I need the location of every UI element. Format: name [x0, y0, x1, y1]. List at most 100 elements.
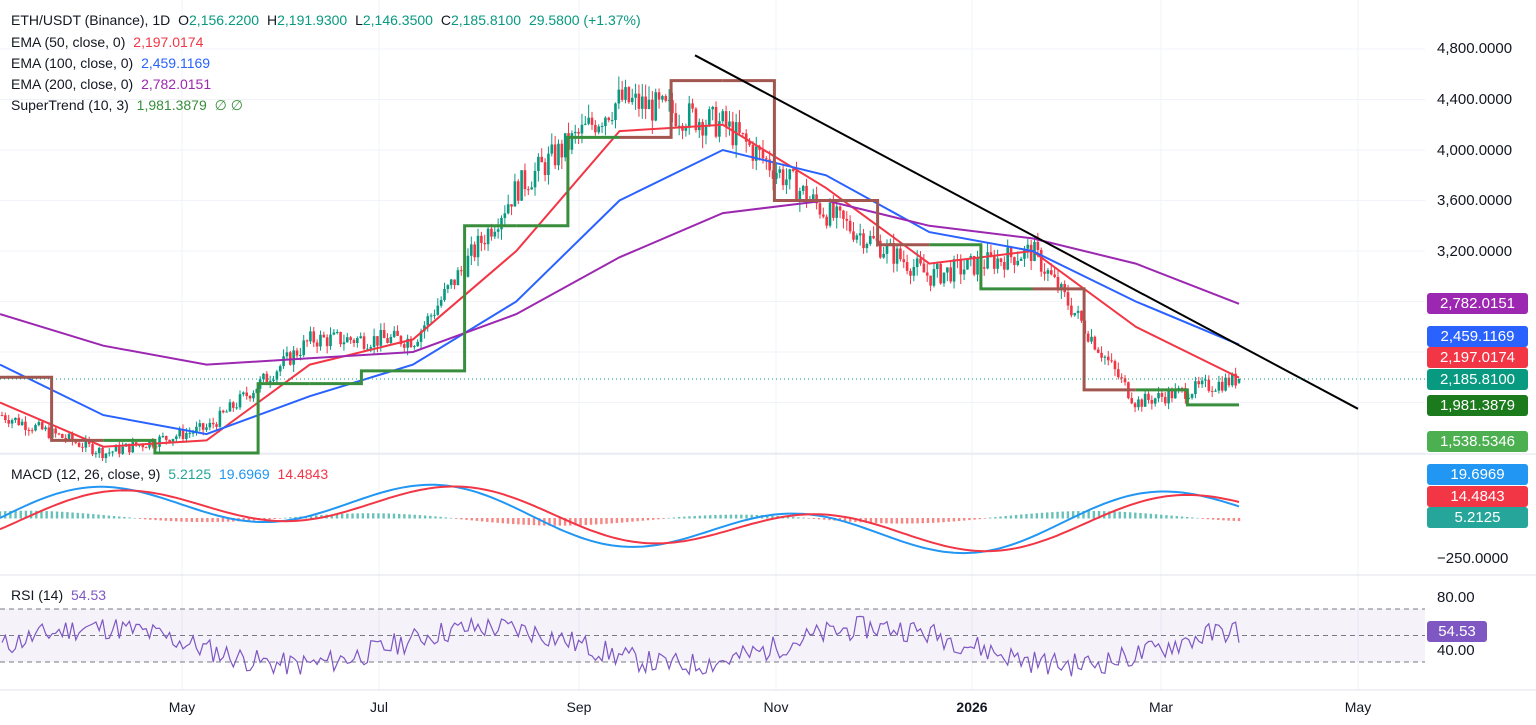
candle-body: [57, 433, 61, 435]
candle-body: [644, 96, 647, 110]
candle-body: [1049, 270, 1053, 275]
macd-histogram-bar: [729, 514, 733, 519]
macd-histogram-bar: [465, 518, 468, 520]
candle-body: [121, 446, 124, 454]
macd-signal-value: 14.4843: [277, 466, 329, 482]
macd-histogram-bar: [50, 511, 54, 519]
candle-body: [1150, 399, 1154, 404]
candle-body: [1043, 271, 1046, 274]
trendline: [694, 54, 1359, 410]
candle-body: [835, 206, 839, 218]
candle-body: [1029, 244, 1033, 261]
price-tick-4800: 4,800.0000: [1437, 40, 1513, 57]
ema100-legend[interactable]: EMA (100, close, 0) 2,459.1169: [11, 53, 214, 73]
candle-body: [275, 371, 279, 380]
candle-body: [1214, 390, 1217, 392]
candle-body: [989, 252, 993, 256]
candle-body: [584, 123, 587, 125]
candle-body: [949, 267, 953, 282]
macd-histogram-bar: [994, 517, 997, 519]
ema200-legend[interactable]: EMA (200, close, 0) 2,782.0151: [11, 74, 215, 94]
candle-body: [402, 344, 406, 348]
candle-body: [728, 121, 731, 127]
candle-body: [483, 242, 487, 245]
macd-histogram-bar: [1118, 511, 1121, 519]
macd-histogram-bar: [1066, 511, 1070, 519]
macd-histogram-bar: [366, 513, 370, 519]
candle-body: [868, 235, 872, 245]
candle-body: [537, 156, 540, 171]
candle-body: [902, 259, 906, 263]
candle-body: [587, 117, 590, 124]
candle-body: [396, 330, 399, 336]
candle-body: [862, 233, 865, 249]
macd-label: MACD (12, 26, close, 9): [11, 466, 161, 482]
candle-body: [161, 436, 165, 438]
candle-body: [352, 340, 356, 343]
candle-body: [785, 179, 788, 186]
supertrend-legend[interactable]: SuperTrend (10, 3) 1,981.3879 ∅ ∅: [11, 95, 247, 115]
ema50-price-tag: 2,197.0174: [1427, 347, 1528, 368]
macd-histogram-bar: [579, 518, 582, 526]
candle-body: [976, 258, 979, 275]
rsi-tag: 54.53: [1427, 621, 1487, 642]
price-tick-3200: 3,200.0000: [1437, 243, 1513, 260]
rsi-legend[interactable]: RSI (14) 54.53: [11, 585, 110, 605]
macd-histogram-bar: [211, 518, 214, 523]
candle-body: [10, 420, 14, 424]
macd-histogram-bar: [480, 518, 484, 522]
macd-histogram-bar: [1206, 518, 1210, 520]
candle-body: [647, 99, 651, 110]
candle-body: [423, 325, 426, 332]
candle-body: [523, 170, 527, 190]
candle-body: [1009, 247, 1013, 258]
candle-body: [1207, 379, 1211, 391]
macd-histogram-bar: [315, 515, 318, 519]
candle-body: [198, 423, 202, 427]
candle-body: [761, 149, 765, 159]
macd-histogram-bar: [817, 518, 821, 520]
candle-body: [225, 411, 228, 413]
candle-body: [1086, 333, 1090, 342]
candle-body: [104, 453, 108, 459]
macd-histogram-bar: [1170, 515, 1173, 519]
macd-legend[interactable]: MACD (12, 26, close, 9) 5.2125 19.6969 1…: [11, 464, 332, 484]
ema50-legend[interactable]: EMA (50, close, 0) 2,197.0174: [11, 32, 207, 52]
candle-body: [1110, 360, 1113, 362]
symbol-title[interactable]: ETH/USDT (Binance), 1D: [11, 12, 171, 28]
macd-histogram-bar: [1014, 515, 1018, 519]
candle-body: [1016, 260, 1020, 265]
macd-histogram-bar: [828, 518, 831, 521]
candle-body: [144, 447, 148, 449]
macd-histogram-bar: [107, 515, 111, 519]
candle-body: [895, 248, 899, 264]
macd-histogram-bar: [750, 514, 753, 519]
candle-body: [1200, 380, 1204, 385]
macd-histogram-bar: [1144, 513, 1147, 519]
macd-histogram-bar: [1222, 518, 1225, 521]
candle-body: [557, 143, 560, 166]
macd-histogram-bar: [164, 518, 168, 521]
candle-body: [1070, 305, 1073, 316]
candle-body: [272, 379, 275, 381]
candle-body: [925, 272, 929, 276]
candle-body: [865, 244, 869, 249]
macd-histogram-bar: [677, 517, 681, 519]
candle-body: [610, 120, 614, 122]
macd-histogram-bar: [693, 515, 696, 519]
macd-histogram-bar: [460, 518, 463, 520]
macd-histogram-bar: [283, 517, 287, 519]
candle-body: [1163, 396, 1167, 404]
candle-body: [335, 332, 339, 334]
candle-body: [922, 263, 926, 273]
candle-body: [292, 350, 295, 365]
candle-body: [376, 336, 379, 346]
candle-body: [748, 141, 751, 145]
candle-body: [842, 210, 845, 219]
candle-body: [590, 117, 594, 125]
macd-histogram-bar: [807, 518, 810, 519]
open-label: O: [178, 12, 190, 28]
candle-body: [1076, 310, 1080, 313]
candle-body: [624, 87, 627, 100]
